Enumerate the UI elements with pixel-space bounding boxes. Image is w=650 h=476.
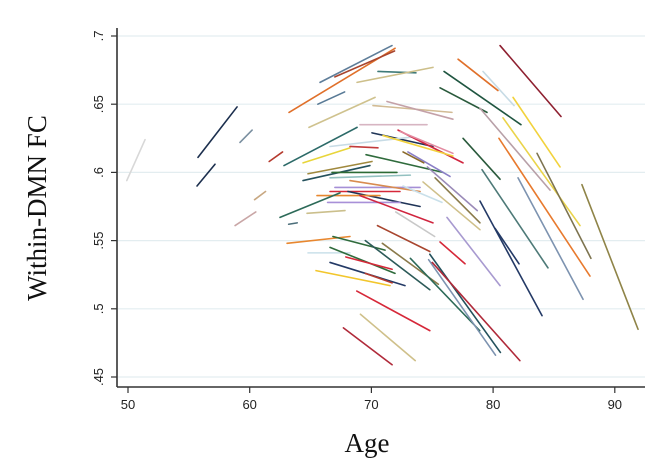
- subject-trajectory-line: [402, 185, 443, 204]
- subject-trajectory-line: [512, 96, 561, 168]
- y-tick-label: .6: [91, 167, 106, 178]
- subject-trajectory-line: [125, 138, 146, 182]
- subject-trajectory-line: [268, 151, 284, 163]
- subject-trajectory-line: [457, 58, 499, 92]
- subject-trajectory-line: [446, 216, 501, 287]
- subject-trajectory-line: [382, 134, 454, 157]
- subject-trajectory-line: [356, 66, 434, 84]
- subject-trajectory-line: [334, 50, 396, 78]
- subject-trajectory-line: [364, 272, 393, 284]
- subject-trajectory-line: [355, 290, 431, 332]
- y-tick-label: .5: [91, 303, 106, 314]
- subject-trajectory-line: [394, 211, 436, 238]
- subject-trajectory-line: [317, 91, 346, 105]
- subject-trajectory-line: [307, 160, 373, 175]
- subject-trajectory-line: [347, 190, 421, 208]
- subject-trajectory-line: [319, 44, 393, 84]
- subject-trajectory-line: [386, 100, 454, 121]
- subject-trajectory-line: [498, 137, 591, 277]
- subject-trajectory-line: [407, 151, 451, 178]
- subject-trajectory-line: [253, 190, 267, 201]
- subject-trajectory-line: [402, 151, 425, 164]
- subject-trajectory-line: [502, 117, 581, 227]
- subject-trajectory-line: [332, 235, 386, 251]
- subject-trajectory-line: [342, 327, 393, 366]
- subject-trajectory-line: [429, 253, 502, 354]
- subject-trajectory-line: [302, 147, 351, 164]
- y-axis-label: Within-DMN FC: [22, 115, 52, 301]
- subject-trajectory-line: [359, 313, 417, 362]
- subject-trajectory-line: [479, 200, 543, 317]
- subject-trajectory-line: [287, 222, 298, 226]
- y-tick-label: .45: [91, 368, 106, 386]
- gridlines: [118, 35, 645, 378]
- subject-trajectory-line: [315, 269, 391, 287]
- subject-trajectory-line: [239, 129, 253, 144]
- subject-trajectory-line: [499, 44, 562, 118]
- x-tick-label: 60: [242, 397, 256, 412]
- subject-trajectory-line: [443, 70, 522, 126]
- x-tick-label: 70: [364, 397, 378, 412]
- subject-trajectory-line: [329, 174, 412, 179]
- subject-trajectory-line: [422, 181, 481, 231]
- subject-trajectory-line: [329, 246, 396, 275]
- subject-trajectory-line: [279, 192, 341, 219]
- subject-trajectory-line: [439, 241, 466, 265]
- subject-trajectory-line: [197, 106, 238, 159]
- subject-trajectory-line: [196, 163, 216, 187]
- x-tick-label: 90: [608, 397, 622, 412]
- subject-trajectory-line: [409, 257, 481, 332]
- subject-trajectory-line: [308, 96, 376, 129]
- subject-trajectory-line: [329, 136, 414, 148]
- subject-trajectory-line: [376, 224, 431, 253]
- subject-trajectory-line: [462, 137, 501, 181]
- subject-trajectory-line: [364, 239, 431, 291]
- subject-trajectory-line: [345, 256, 393, 271]
- x-axis-label: Age: [345, 428, 390, 458]
- subject-trajectory-line: [306, 209, 346, 215]
- subject-trajectory-line: [426, 166, 479, 212]
- x-ticks: 50 60 70 80 90: [121, 387, 622, 412]
- subject-trajectory-line: [283, 126, 358, 167]
- subject-trajectory-line: [427, 258, 497, 356]
- y-tick-label: .7: [91, 31, 106, 42]
- subject-trajectory-line: [494, 227, 520, 265]
- subject-trajectory-line: [234, 211, 257, 227]
- series-lines: [125, 44, 639, 366]
- y-ticks: .45 .5 .55 .6 .65 .7: [91, 31, 117, 386]
- subject-trajectory-line: [349, 179, 421, 193]
- subject-trajectory-line: [371, 132, 434, 148]
- subject-trajectory-line: [399, 130, 454, 155]
- subject-trajectory-line: [434, 177, 481, 224]
- subject-trajectory-line: [481, 168, 549, 269]
- subject-trajectory-line: [359, 194, 434, 224]
- y-tick-label: .65: [91, 95, 106, 113]
- y-tick-label: .55: [91, 232, 106, 250]
- subject-trajectory-line: [349, 145, 379, 149]
- subject-trajectory-line: [286, 235, 351, 245]
- subject-trajectory-line: [581, 183, 639, 331]
- subject-trajectory-line: [479, 107, 551, 191]
- subject-trajectory-line: [431, 261, 521, 362]
- subject-trajectory-line: [536, 152, 592, 260]
- subject-trajectory-line: [517, 177, 584, 301]
- x-tick-label: 80: [486, 397, 500, 412]
- subject-trajectory-line: [482, 70, 515, 107]
- x-tick-label: 50: [121, 397, 135, 412]
